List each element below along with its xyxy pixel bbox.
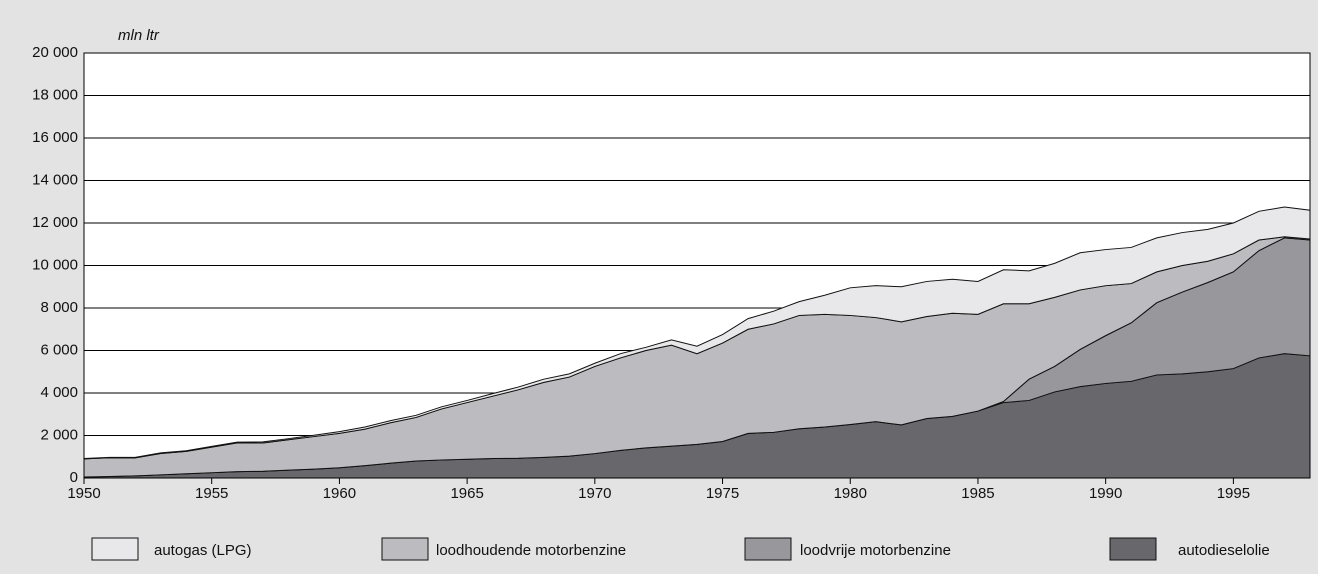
x-tick-label: 1995 (1217, 485, 1250, 502)
x-tick-label: 1960 (323, 485, 356, 502)
plot-frame (83, 52, 1311, 479)
y-tick-label: 4 000 (40, 384, 78, 401)
legend-label: loodhoudende motorbenzine (436, 542, 626, 559)
y-axis-label: mln ltr (118, 27, 160, 44)
legend-label: autogas (LPG) (154, 542, 252, 559)
y-tick-label: 10 000 (32, 256, 78, 273)
x-tick-label: 1955 (195, 485, 228, 502)
x-tick-label: 1965 (450, 485, 483, 502)
x-tick-label: 1985 (961, 485, 994, 502)
x-tick-label: 1950 (67, 485, 100, 502)
y-tick-label: 12 000 (32, 214, 78, 231)
x-tick-label: 1975 (706, 485, 739, 502)
y-tick-label: 2 000 (40, 426, 78, 443)
y-tick-label: 20 000 (32, 44, 78, 61)
legend-swatch (744, 537, 792, 561)
x-tick-label: 1990 (1089, 485, 1122, 502)
y-tick-label: 16 000 (32, 129, 78, 146)
legend-swatch (381, 537, 429, 561)
y-tick-label: 14 000 (32, 171, 78, 188)
y-tick-label: 8 000 (40, 299, 78, 316)
y-tick-label: 18 000 (32, 86, 78, 103)
x-tick-label: 1970 (578, 485, 611, 502)
y-tick-label: 6 000 (40, 341, 78, 358)
legend-swatch (91, 537, 139, 561)
x-tick-label: 1980 (834, 485, 867, 502)
legend-swatch (1109, 537, 1157, 561)
legend-label: loodvrije motorbenzine (800, 542, 951, 559)
legend-label: autodieselolie (1178, 542, 1270, 559)
y-tick-label: 0 (70, 469, 78, 486)
